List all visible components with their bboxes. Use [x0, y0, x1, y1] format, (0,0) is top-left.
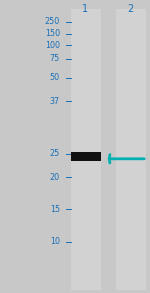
- Text: 25: 25: [50, 149, 60, 158]
- Text: 50: 50: [50, 73, 60, 82]
- Text: 150: 150: [45, 29, 60, 38]
- Bar: [70, 152, 101, 161]
- Text: 250: 250: [45, 18, 60, 26]
- Text: 75: 75: [50, 54, 60, 63]
- Text: 15: 15: [50, 205, 60, 214]
- Text: 2: 2: [127, 4, 134, 14]
- Text: 1: 1: [82, 4, 88, 14]
- Text: 100: 100: [45, 41, 60, 50]
- Text: 10: 10: [50, 237, 60, 246]
- Text: 37: 37: [50, 97, 60, 105]
- Bar: [116, 9, 146, 290]
- Text: 20: 20: [50, 173, 60, 182]
- Bar: [70, 9, 101, 290]
